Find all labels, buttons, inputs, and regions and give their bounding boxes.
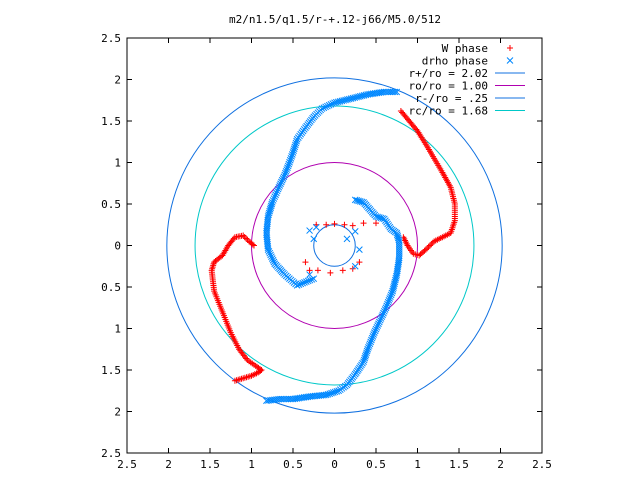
data-point [427, 243, 433, 249]
legend-label: ro/ro = 1.00 [409, 80, 488, 93]
plot-area [167, 78, 502, 413]
y-tick-label: 2.5 [101, 447, 121, 460]
x-tick-label: 2.5 [532, 458, 552, 471]
x-tick-label: 1.5 [200, 458, 220, 471]
x-tick-label: 2 [165, 458, 172, 471]
x-tick-label: 1.5 [449, 458, 469, 471]
y-tick-label: 1 [114, 323, 121, 336]
y-tick-label: 1 [114, 157, 121, 170]
data-point [340, 267, 346, 273]
legend-label: rc/ro = 1.68 [409, 105, 488, 118]
y-tick-label: 1.5 [101, 115, 121, 128]
data-point [242, 234, 248, 240]
data-point [315, 267, 321, 273]
legend-marker [507, 45, 513, 51]
x-tick-label: 2 [497, 458, 504, 471]
data-point [323, 222, 329, 228]
x-tick-label: 0 [331, 458, 338, 471]
y-tick-label: 2 [114, 406, 121, 419]
data-point [307, 228, 313, 234]
y-tick-label: 0.5 [101, 281, 121, 294]
legend-label: W phase [442, 42, 488, 55]
data-point [302, 259, 308, 265]
x-tick-label: 0.5 [283, 458, 303, 471]
legend-label: r+/ro = 2.02 [409, 67, 488, 80]
y-tick-label: 1.5 [101, 364, 121, 377]
y-tick-label: 0 [114, 240, 121, 253]
drho-phase-series [263, 89, 402, 404]
legend-marker [507, 58, 513, 64]
chart: m2/n1.5/q1.5/r-+.12-j66/M5.0/512 2.5 2 1.5… [0, 0, 640, 480]
data-point [352, 228, 358, 234]
y-tick-label: 0.5 [101, 198, 121, 211]
x-tick-label: 0.5 [366, 458, 386, 471]
data-point [428, 241, 434, 247]
x-tick-label: 1 [248, 458, 255, 471]
legend: W phasedrho phaser+/ro = 2.02ro/ro = 1.0… [409, 42, 525, 118]
legend-label: r-/ro = .25 [415, 92, 488, 105]
y-tick-label: 2 [114, 74, 121, 87]
legend-label: drho phase [422, 55, 488, 68]
data-point [344, 236, 350, 242]
circle-series-0 [167, 78, 502, 413]
w-phase-series [209, 108, 458, 384]
data-point [332, 221, 338, 227]
data-point [361, 220, 367, 226]
data-point [341, 222, 347, 228]
data-point [426, 244, 432, 250]
x-tick-label: 1 [414, 458, 421, 471]
y-tick-label: 2.5 [101, 32, 121, 45]
data-point [327, 270, 333, 276]
chart-title: m2/n1.5/q1.5/r-+.12-j66/M5.0/512 [229, 13, 441, 26]
circle-series-2 [314, 225, 356, 267]
data-point [356, 247, 362, 253]
data-point [350, 223, 356, 229]
